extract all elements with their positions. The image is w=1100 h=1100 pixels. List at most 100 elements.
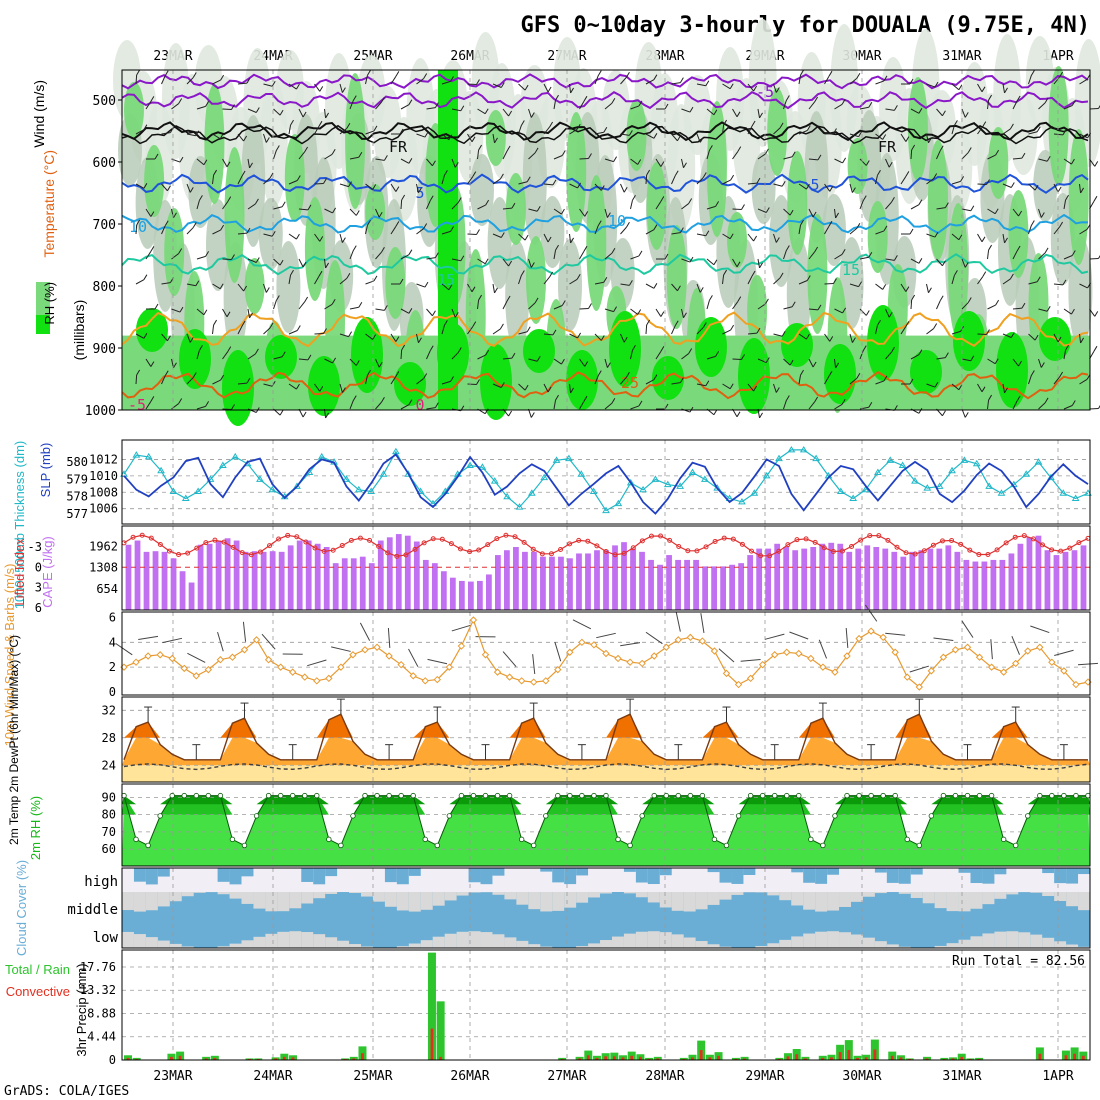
precip-convective-bar xyxy=(899,1057,903,1060)
wind-barb-flag xyxy=(381,96,385,103)
rh-point xyxy=(675,792,681,799)
rh-band-saturated xyxy=(609,311,641,387)
lifted-index-point xyxy=(785,542,791,548)
wind-barb xyxy=(706,150,710,160)
wind-barb xyxy=(579,208,586,217)
cloud-low-gap xyxy=(217,946,230,948)
wind-barb xyxy=(288,383,297,390)
cloud-middle-gap xyxy=(289,892,302,909)
cape-bar xyxy=(711,566,717,610)
wind-barb-flag xyxy=(964,412,969,418)
wind-barb xyxy=(987,358,996,365)
cape-bar xyxy=(413,541,420,610)
wind-barb xyxy=(247,108,257,113)
wind-barb-flag xyxy=(1016,245,1021,252)
wind-barb-flag xyxy=(295,83,300,90)
wind-barb-flag xyxy=(570,387,575,394)
rh2-axis-label: 2m RH (%) xyxy=(28,796,43,860)
tick-label: 0 xyxy=(109,685,116,699)
rh-point xyxy=(820,842,826,849)
lifted-index-point xyxy=(994,547,1000,553)
wind-barb xyxy=(747,83,754,92)
wind-barb xyxy=(161,75,166,85)
cape-bar xyxy=(1044,550,1051,610)
wind-barb-flag xyxy=(332,357,337,364)
rh-point xyxy=(482,792,489,799)
wind-barb xyxy=(186,333,191,343)
precip-convective-bar xyxy=(708,1057,712,1060)
wind-barb-flag xyxy=(352,395,357,401)
temp-axis-label: 2m Temp 2m DewPt (6hr Min/Max) (°C) xyxy=(7,635,21,845)
precip-convective-bar xyxy=(135,1058,139,1060)
wind-barb-flag xyxy=(143,274,148,280)
thickness-point xyxy=(429,499,437,507)
cloud-middle-gap xyxy=(827,892,840,911)
wind-barb-flag xyxy=(653,224,658,230)
cloud-low-gap xyxy=(337,940,350,948)
wind-barb-flag xyxy=(549,121,554,128)
precip-convective-bar xyxy=(925,1058,929,1060)
wind-barb xyxy=(222,158,228,168)
cape-bar xyxy=(233,540,240,610)
wind-barb-flag xyxy=(1009,123,1014,130)
dewpoint-line xyxy=(123,763,1089,771)
wind-barb-flag xyxy=(520,270,525,276)
cloud-high-block xyxy=(982,868,995,884)
lifted-index-point xyxy=(903,550,909,556)
cape-bar xyxy=(359,556,366,610)
wind-barb-flag xyxy=(1071,100,1076,106)
cloud-low-gap xyxy=(432,936,445,948)
wind-barb-flag xyxy=(817,304,822,311)
wind-barb-flag xyxy=(552,179,557,186)
wind-barb xyxy=(307,659,327,667)
rh-band-saturated xyxy=(910,350,942,394)
wind-barb xyxy=(298,301,305,310)
wind-barb xyxy=(1028,183,1036,191)
rh-point xyxy=(964,792,971,799)
precip-convective-bar xyxy=(621,1057,625,1060)
cape-bar xyxy=(882,548,889,610)
precip-convective-bar xyxy=(699,1050,703,1060)
wind-barb-flag xyxy=(408,158,413,164)
wind-barb xyxy=(849,377,858,385)
wind-barb-flag xyxy=(304,296,309,303)
wind-barb-flag xyxy=(520,120,525,126)
cape-bar xyxy=(855,548,862,610)
wind-barb-flag xyxy=(418,337,422,344)
wind-barb xyxy=(349,250,354,260)
wind-barb-flag xyxy=(460,105,465,112)
wind-barb xyxy=(722,383,731,390)
wind-barb xyxy=(783,208,791,216)
cloud-low-gap xyxy=(647,931,660,948)
rh-band-mid xyxy=(487,197,512,289)
cape-bar xyxy=(395,534,402,610)
rh-band-green xyxy=(787,151,808,255)
wind-barb-flag xyxy=(791,151,796,158)
wind-barb xyxy=(502,207,513,210)
rh-point xyxy=(531,842,537,849)
lifted-index-point xyxy=(839,548,845,554)
rh-band-green xyxy=(948,203,969,339)
cloud-low-gap xyxy=(1018,932,1031,948)
tick-label: 579 xyxy=(66,472,88,486)
wind-barb xyxy=(620,183,625,193)
wind-barb-flag xyxy=(841,99,846,105)
thickness-point xyxy=(886,456,895,463)
wind-barb xyxy=(900,133,907,142)
wind-barb-flag xyxy=(381,246,385,253)
wind-barb-flag xyxy=(812,361,817,368)
bottom-date-label: 29MAR xyxy=(745,1069,784,1084)
thickness-point xyxy=(960,456,969,463)
wind-barb-flag xyxy=(756,177,761,184)
bottom-date-label: 25MAR xyxy=(353,1069,392,1084)
wind-barb-flag xyxy=(584,361,589,367)
wind-barb-flag xyxy=(623,336,628,343)
wind-barb xyxy=(400,308,410,314)
wind-barb-flag xyxy=(775,387,780,393)
thickness-point xyxy=(132,451,141,458)
wind-barb-flag xyxy=(611,247,616,254)
cloud-low-gap xyxy=(122,931,134,948)
wind-barb xyxy=(579,400,585,410)
rh-band-saturated xyxy=(394,362,426,406)
